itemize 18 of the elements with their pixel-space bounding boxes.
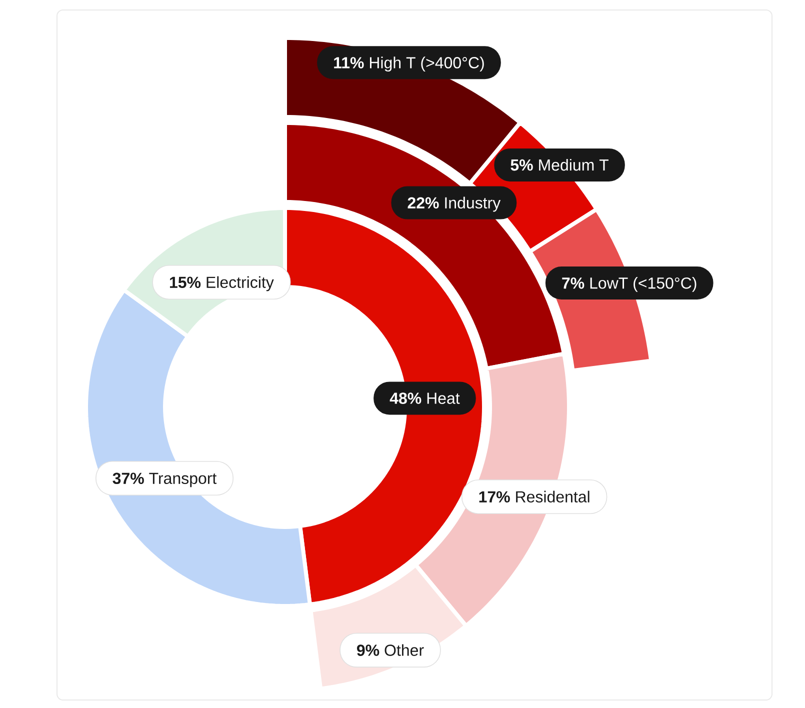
data-label: 37% <box>112 472 144 484</box>
data-label: 5% <box>510 159 533 171</box>
slice-label: Residental <box>516 490 590 503</box>
data-label: 15% <box>170 276 201 288</box>
slice-label: Medium T <box>539 158 609 171</box>
data-label: 9% <box>357 644 380 656</box>
slice-label: Heat <box>427 392 460 404</box>
slice-label: High T (>400°C) <box>370 56 484 72</box>
slice-label: Transport <box>149 472 217 488</box>
slice-label: Other <box>384 644 424 656</box>
data-label: 11% <box>334 57 364 68</box>
slice-label: Industry <box>445 196 501 212</box>
data-label: 48% <box>390 392 422 404</box>
slice-label: LowT (<150°C) <box>590 277 696 292</box>
data-label: 22% <box>408 197 439 209</box>
data-label: 17% <box>479 491 510 502</box>
data-label: 7% <box>562 277 584 289</box>
slice-label: Electricity <box>206 276 274 292</box>
